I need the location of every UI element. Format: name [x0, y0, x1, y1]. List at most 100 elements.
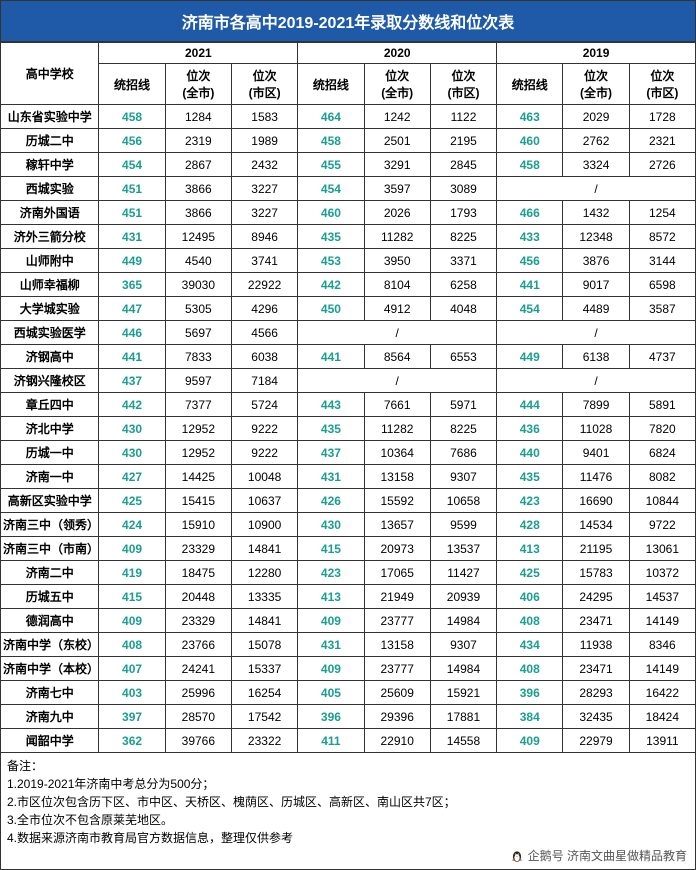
score-cell: 466 — [497, 201, 563, 225]
rank-cell: 10900 — [231, 513, 297, 537]
score-cell: 440 — [497, 441, 563, 465]
rank-cell: 13335 — [231, 585, 297, 609]
score-cell: 464 — [298, 105, 364, 129]
school-cell: 济南二中 — [1, 561, 99, 585]
table-row: 济南一中427144251004843113158930743511476808… — [1, 465, 696, 489]
score-cell: 425 — [497, 561, 563, 585]
rank-cell: 23329 — [165, 609, 231, 633]
note-line: 1.2019-2021年济南中考总分为500分； — [7, 775, 689, 793]
score-cell: 396 — [497, 681, 563, 705]
rank-cell: 9597 — [165, 369, 231, 393]
rank-cell: 2845 — [430, 153, 496, 177]
rank-cell: 9222 — [231, 441, 297, 465]
score-cell: 463 — [497, 105, 563, 129]
rank-cell: 1793 — [430, 201, 496, 225]
rank-cell: 15783 — [563, 561, 629, 585]
score-cell: 431 — [298, 633, 364, 657]
rank-cell: 9307 — [430, 465, 496, 489]
rank-cell: 20973 — [364, 537, 430, 561]
rank-cell: 23766 — [165, 633, 231, 657]
rank-cell: 6824 — [629, 441, 695, 465]
rank-cell: 2501 — [364, 129, 430, 153]
table-row: 济钢高中441783360384418564655344961384737 — [1, 345, 696, 369]
rank-cell: 3866 — [165, 177, 231, 201]
rank-cell: 3144 — [629, 249, 695, 273]
score-cell: 436 — [497, 417, 563, 441]
score-cell: 442 — [298, 273, 364, 297]
score-cell: 449 — [497, 345, 563, 369]
rank-cell: 1432 — [563, 201, 629, 225]
rank-cell: 3324 — [563, 153, 629, 177]
rank-cell: 21949 — [364, 585, 430, 609]
rank-cell: 14558 — [430, 729, 496, 753]
note-line: 4.数据来源济南市教育局官方数据信息，整理仅供参考 — [7, 829, 689, 847]
table-row: 山师附中449454037414533950337145638763144 — [1, 249, 696, 273]
table-row: 济南九中397285701754239629396178813843243518… — [1, 705, 696, 729]
school-cell: 济南中学（东校） — [1, 633, 99, 657]
rank-cell: 32435 — [563, 705, 629, 729]
rank-cell: 17881 — [430, 705, 496, 729]
rank-cell: 7661 — [364, 393, 430, 417]
page-title: 济南市各高中2019-2021年录取分数线和位次表 — [0, 0, 696, 42]
score-cell: 451 — [99, 201, 165, 225]
rank-cell: 14984 — [430, 657, 496, 681]
rank-cell: 1583 — [231, 105, 297, 129]
school-cell: 闻韶中学 — [1, 729, 99, 753]
score-cell: 405 — [298, 681, 364, 705]
school-cell: 济钢兴隆校区 — [1, 369, 99, 393]
rank-cell: 23471 — [563, 609, 629, 633]
header-sub: 位次 (全市) — [563, 64, 629, 105]
score-cell: 431 — [99, 225, 165, 249]
school-cell: 山东省实验中学 — [1, 105, 99, 129]
rank-cell: 11427 — [430, 561, 496, 585]
rank-cell: 8346 — [629, 633, 695, 657]
rank-cell: 13657 — [364, 513, 430, 537]
table-row: 济南三中（市南）40923329148414152097313537413211… — [1, 537, 696, 561]
table-row: 历城一中43012952922243710364768644094016824 — [1, 441, 696, 465]
score-cell: 419 — [99, 561, 165, 585]
rank-cell: 13158 — [364, 465, 430, 489]
rank-cell: 12495 — [165, 225, 231, 249]
rank-cell: 4296 — [231, 297, 297, 321]
rank-cell: 16690 — [563, 489, 629, 513]
rank-cell: 23777 — [364, 609, 430, 633]
score-cell: 426 — [298, 489, 364, 513]
rank-cell: 7899 — [563, 393, 629, 417]
score-cell: 431 — [298, 465, 364, 489]
table-row: 历城五中415204481333541321949209394062429514… — [1, 585, 696, 609]
rank-cell: 8104 — [364, 273, 430, 297]
rank-cell: 25996 — [165, 681, 231, 705]
rank-cell: 24241 — [165, 657, 231, 681]
score-cell: 441 — [497, 273, 563, 297]
rank-cell: 23322 — [231, 729, 297, 753]
credit-line: 企鹅号 济南文曲星做精品教育 — [510, 847, 687, 865]
school-cell: 济外三箭分校 — [1, 225, 99, 249]
table-row: 济南七中403259961625440525609159213962829316… — [1, 681, 696, 705]
rank-cell: 10658 — [430, 489, 496, 513]
table-row: 稼轩中学454286724324553291284545833242726 — [1, 153, 696, 177]
rank-cell: 4912 — [364, 297, 430, 321]
rank-cell: 5697 — [165, 321, 231, 345]
score-cell: 449 — [99, 249, 165, 273]
score-cell: 433 — [497, 225, 563, 249]
score-cell: 443 — [298, 393, 364, 417]
note-line: 3.全市位次不包含原莱芜地区。 — [7, 811, 689, 829]
rank-cell: 18475 — [165, 561, 231, 585]
score-cell: 409 — [298, 609, 364, 633]
rank-cell: 7820 — [629, 417, 695, 441]
header-school: 高中学校 — [1, 43, 99, 105]
table-row: 高新区实验中学425154151063742615592106584231669… — [1, 489, 696, 513]
rank-cell: 8564 — [364, 345, 430, 369]
rank-cell: 13061 — [629, 537, 695, 561]
score-cell: 397 — [99, 705, 165, 729]
header-sub: 统招线 — [298, 64, 364, 105]
score-cell: 435 — [497, 465, 563, 489]
rank-cell: 15592 — [364, 489, 430, 513]
rank-cell: 2762 — [563, 129, 629, 153]
score-cell: 460 — [497, 129, 563, 153]
score-cell: 454 — [99, 153, 165, 177]
score-cell: 411 — [298, 729, 364, 753]
header-year-2020: 2020 — [298, 43, 497, 64]
score-cell: 441 — [298, 345, 364, 369]
rank-cell: 1728 — [629, 105, 695, 129]
